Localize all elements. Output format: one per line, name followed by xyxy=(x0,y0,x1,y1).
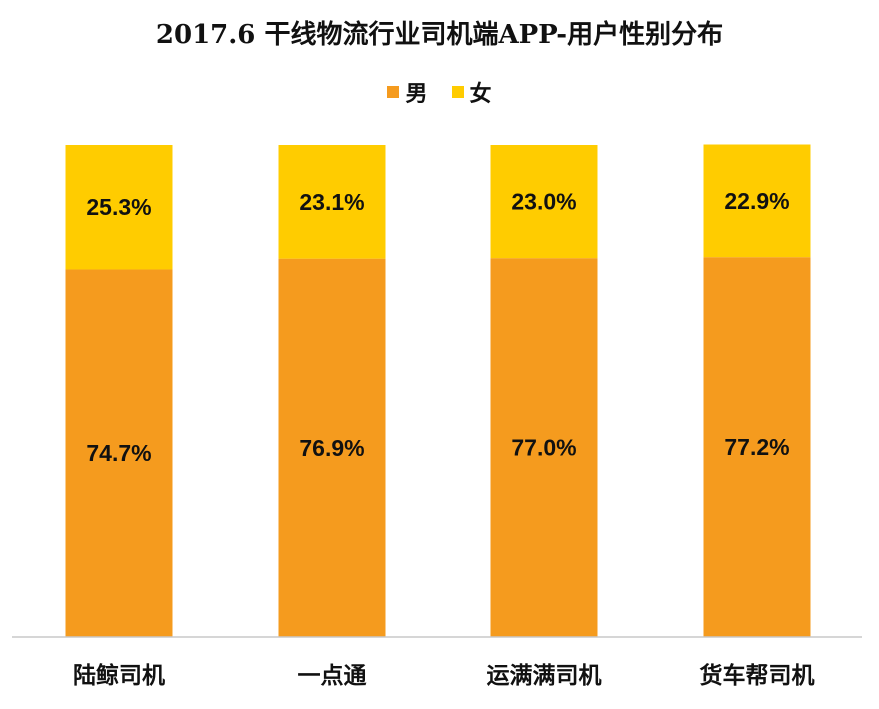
bar-segment-female xyxy=(490,145,598,259)
category-label: 货车帮司机 xyxy=(700,662,815,689)
legend: 男 女 xyxy=(0,76,879,108)
bar-segment-male xyxy=(490,258,598,637)
data-label-male: 77.2% xyxy=(724,434,789,460)
data-label-male: 76.9% xyxy=(299,435,364,461)
data-label-female: 23.0% xyxy=(511,189,576,215)
bar-segment-female xyxy=(65,145,173,270)
data-label-female: 22.9% xyxy=(724,188,789,214)
data-label-female: 25.3% xyxy=(86,194,151,220)
bar-segment-female xyxy=(278,145,386,259)
category-label: 一点通 xyxy=(298,663,367,689)
legend-item-female: 女 xyxy=(451,76,492,108)
data-label-male: 74.7% xyxy=(86,440,151,466)
category-label: 陆鲸司机 xyxy=(73,662,165,689)
legend-swatch-female xyxy=(451,86,464,98)
data-label-male: 77.0% xyxy=(511,435,576,461)
chart-title: 2017.6 干线物流行业司机端APP-用户性别分布 xyxy=(155,20,724,50)
legend-label-male: 男 xyxy=(405,82,428,107)
category-label: 运满满司机 xyxy=(487,663,602,689)
data-label-female: 23.1% xyxy=(299,189,364,215)
bar-segment-male xyxy=(703,257,811,637)
bar-segment-female xyxy=(703,144,811,258)
legend-label-female: 女 xyxy=(469,82,492,107)
legend-swatch-male xyxy=(387,86,400,98)
bar-segment-male xyxy=(278,258,386,637)
bar-segment-male xyxy=(65,269,173,637)
legend-item-male: 男 xyxy=(387,76,428,108)
